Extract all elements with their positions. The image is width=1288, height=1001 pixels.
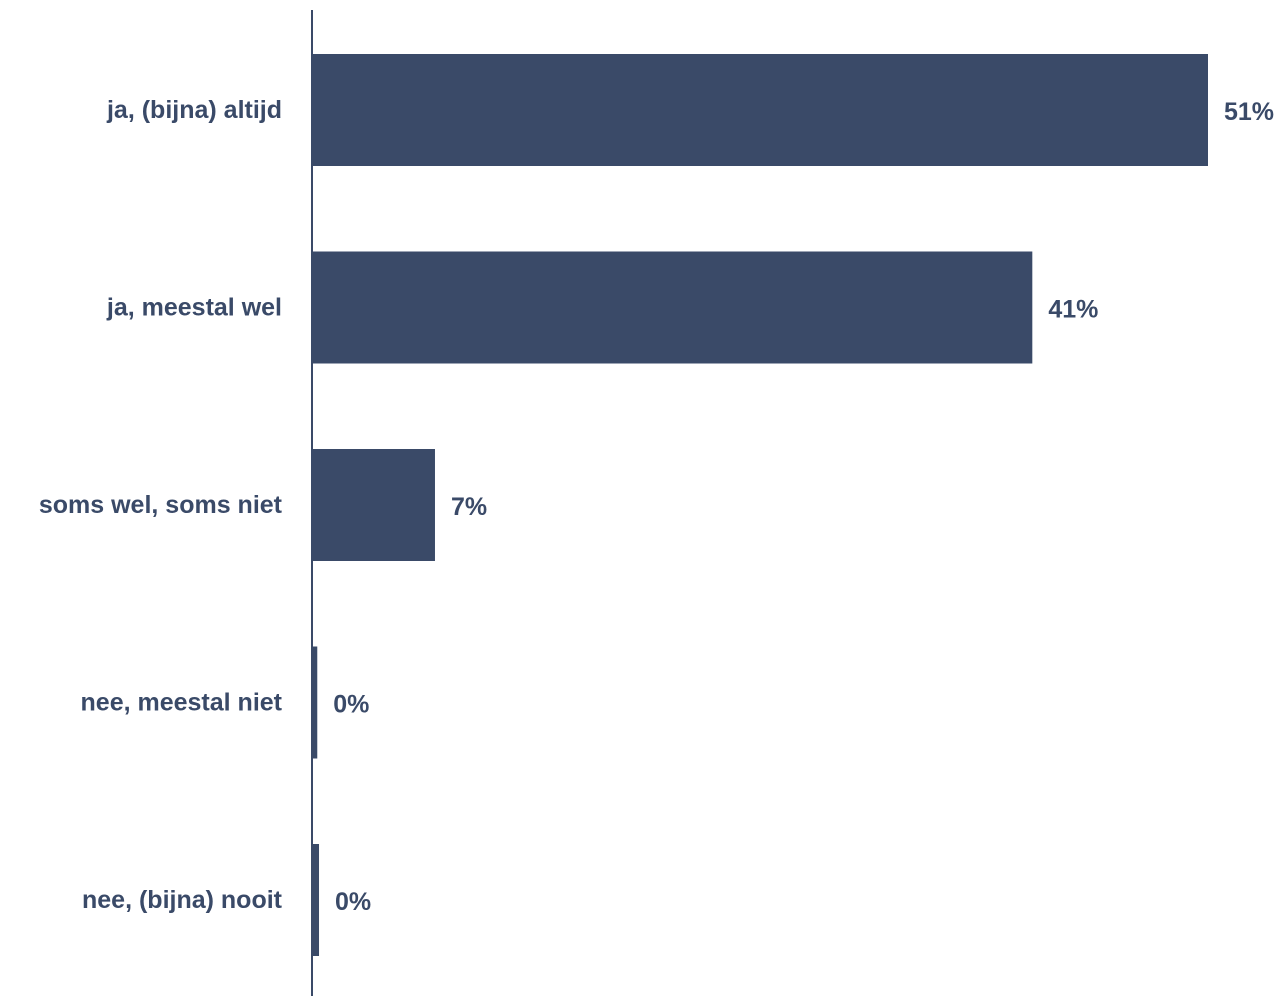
category-label-soms-wel-soms-niet: soms wel, soms niet <box>39 491 283 519</box>
value-label-ja-bijna-altijd: 51% <box>1224 98 1274 126</box>
bar-ja-bijna-altijd <box>312 54 1208 166</box>
value-label-nee-bijna-nooit: 0% <box>335 888 371 916</box>
bars <box>312 54 1208 956</box>
bar-nee-bijna-nooit <box>312 844 320 956</box>
category-label-nee-bijna-nooit: nee, (bijna) nooit <box>82 886 283 914</box>
value-labels: 51% 41% 7% 0% 0% <box>333 98 1274 916</box>
bar-ja-meestal-wel <box>312 251 1033 364</box>
category-label-ja-meestal-wel: ja, meestal wel <box>106 294 282 322</box>
value-label-ja-meestal-wel: 41% <box>1048 296 1098 324</box>
bar-soms-wel-soms-niet <box>312 449 435 561</box>
value-label-soms-wel-soms-niet: 7% <box>451 493 487 521</box>
value-label-nee-meestal-niet: 0% <box>333 691 369 719</box>
category-label-nee-meestal-niet: nee, meestal niet <box>81 689 283 717</box>
category-labels: ja, (bijna) altijd ja, meestal wel soms we… <box>39 96 283 914</box>
bar-nee-meestal-niet <box>312 646 318 759</box>
category-label-ja-bijna-altijd: ja, (bijna) altijd <box>106 96 282 124</box>
